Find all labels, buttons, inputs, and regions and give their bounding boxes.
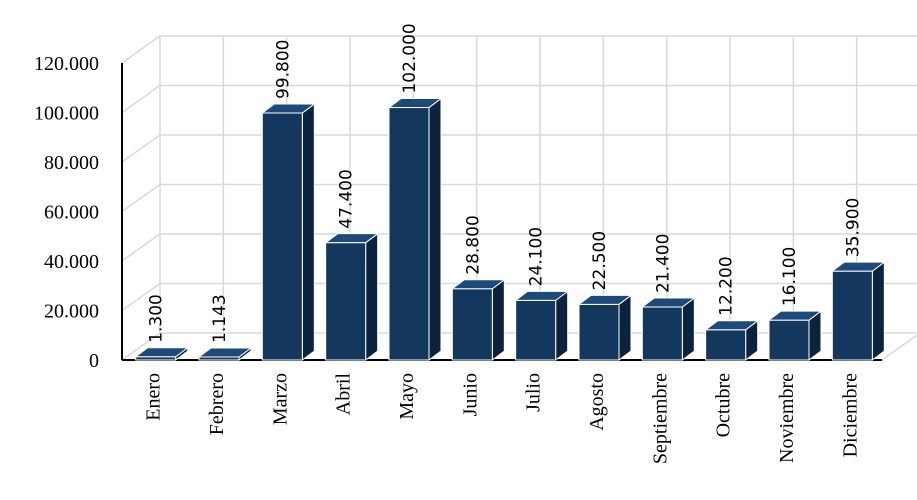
data-label: 1.143 xyxy=(210,294,230,343)
data-label: 28.800 xyxy=(463,215,483,274)
gridline-horizontal xyxy=(121,35,917,64)
bar-side xyxy=(428,97,442,361)
bar-top xyxy=(830,261,886,272)
x-tick-label: Febrero xyxy=(206,373,228,435)
bar-top xyxy=(134,347,190,358)
data-label: 22.500 xyxy=(590,231,610,290)
bar xyxy=(324,232,380,361)
bar-top xyxy=(704,320,760,331)
y-tick-label: 40.000 xyxy=(44,251,99,273)
bar-front xyxy=(641,306,683,361)
gridline-horizontal xyxy=(121,134,917,163)
data-label: 1.300 xyxy=(147,294,167,343)
bar-top xyxy=(450,279,506,290)
y-tick-label: 0 xyxy=(89,350,99,372)
bar xyxy=(704,319,760,361)
bar-front xyxy=(705,329,747,361)
bar-side xyxy=(618,294,632,361)
bar-top xyxy=(324,233,380,244)
floor-edge xyxy=(881,334,917,361)
bar-top xyxy=(514,290,570,301)
chart-bars xyxy=(134,97,886,361)
data-label: 99.800 xyxy=(273,40,293,99)
bar xyxy=(387,97,443,361)
x-tick-label: Julio xyxy=(523,373,545,412)
bar-front xyxy=(831,270,873,361)
bar xyxy=(640,297,696,361)
y-tick-label: 120.000 xyxy=(34,53,99,75)
x-tick-label: Diciembre xyxy=(839,373,861,458)
data-label: 47.400 xyxy=(337,169,357,228)
bar-top xyxy=(767,310,823,321)
bar-side xyxy=(301,102,315,361)
gridline-horizontal xyxy=(121,183,917,213)
data-labels: 1.300 1.143 99.800 47.400 102.000 28.800 24.10… xyxy=(147,23,864,343)
bar-front xyxy=(388,107,430,361)
x-tick-label: Noviembre xyxy=(776,373,798,463)
data-label: 102.000 xyxy=(400,23,420,93)
x-tick-label: Marzo xyxy=(269,373,291,425)
bar xyxy=(767,310,823,361)
data-label: 35.900 xyxy=(843,198,863,257)
bar-front xyxy=(261,112,303,361)
bar-side xyxy=(491,278,505,361)
data-label: 12.200 xyxy=(717,256,737,315)
y-axis-tick-labels: 0 20.000 40.000 60.000 80.000 100.000 120.000 xyxy=(34,53,99,372)
bar-top xyxy=(577,294,633,305)
bar-front xyxy=(325,242,367,361)
x-axis-tick-labels: Enero Febrero Marzo Abril Mayo Junio Julio Agos… xyxy=(143,373,862,465)
bar-front xyxy=(451,288,493,361)
bar xyxy=(577,294,633,361)
bar-side xyxy=(871,261,885,361)
bar xyxy=(134,346,190,361)
x-tick-label: Octubre xyxy=(713,373,735,438)
x-tick-label: Mayo xyxy=(396,373,418,420)
bar-top xyxy=(387,98,443,109)
x-tick-label: Enero xyxy=(143,373,165,421)
bar-top xyxy=(197,347,253,358)
x-tick-label: Septiembre xyxy=(649,373,671,464)
bar-top xyxy=(260,103,316,114)
bar xyxy=(450,278,506,361)
bar-front xyxy=(768,319,810,361)
bar-front xyxy=(578,303,620,361)
y-tick-label: 80.000 xyxy=(44,152,99,174)
gridline-horizontal xyxy=(121,84,917,114)
bar xyxy=(197,347,253,361)
data-label: 24.100 xyxy=(527,227,547,286)
bar-side xyxy=(681,297,695,361)
x-tick-label: Agosto xyxy=(586,373,608,431)
bar-side xyxy=(555,290,569,361)
chart-axes xyxy=(121,63,882,361)
bar xyxy=(830,261,886,361)
bar-top xyxy=(640,297,696,308)
y-tick-label: 60.000 xyxy=(44,202,99,224)
y-tick-label: 100.000 xyxy=(34,103,99,125)
x-tick-label: Abril xyxy=(333,373,355,416)
y-tick-label: 20.000 xyxy=(44,301,99,323)
bar-front xyxy=(515,299,557,361)
bar xyxy=(514,290,570,361)
data-label: 16.100 xyxy=(780,247,800,306)
data-label: 21.400 xyxy=(653,234,673,293)
bar xyxy=(260,102,316,361)
x-tick-label: Junio xyxy=(459,373,481,416)
bar-side xyxy=(365,232,379,361)
